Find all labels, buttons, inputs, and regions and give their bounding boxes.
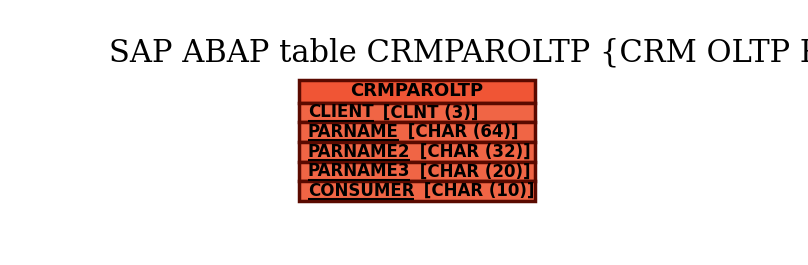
Bar [299, 181, 535, 201]
Text: PARNAME2: PARNAME2 [308, 143, 410, 161]
Text: CONSUMER: CONSUMER [308, 182, 415, 200]
Text: [CHAR (64)]: [CHAR (64)] [402, 123, 519, 141]
Bar [299, 122, 535, 142]
Text: PARNAME3: PARNAME3 [308, 162, 410, 180]
Text: [CHAR (32)]: [CHAR (32)] [414, 143, 530, 161]
Text: CRMPAROLTP: CRMPAROLTP [350, 82, 483, 100]
Text: PARNAME: PARNAME [308, 123, 399, 141]
Text: CLIENT: CLIENT [308, 103, 373, 121]
Text: SAP ABAP table CRMPAROLTP {CRM OLTP Parameters}: SAP ABAP table CRMPAROLTP {CRM OLTP Para… [109, 38, 808, 69]
Bar [299, 142, 535, 162]
Text: [CHAR (20)]: [CHAR (20)] [414, 162, 530, 180]
Bar [299, 103, 535, 122]
Text: [CLNT (3)]: [CLNT (3)] [377, 103, 478, 121]
Bar [299, 162, 535, 181]
Text: [CHAR (10)]: [CHAR (10)] [418, 182, 534, 200]
Bar [299, 80, 535, 103]
